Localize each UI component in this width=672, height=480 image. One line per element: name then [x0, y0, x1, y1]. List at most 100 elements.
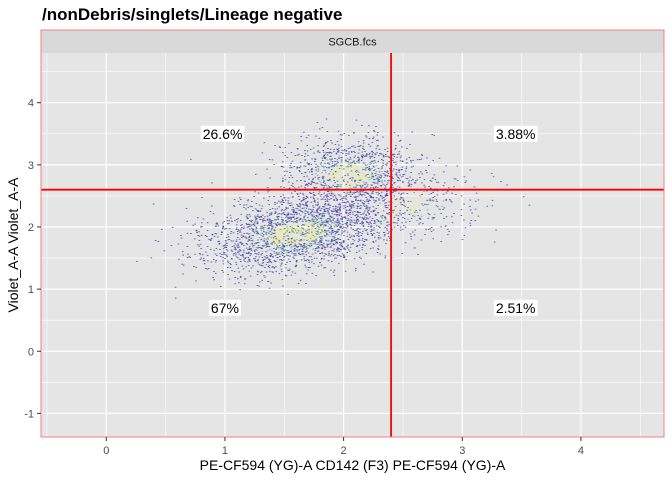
data-point: [275, 239, 278, 241]
data-point: [239, 277, 242, 278]
data-point: [400, 176, 403, 178]
data-point: [365, 197, 367, 198]
data-point: [360, 235, 363, 236]
data-point: [293, 166, 295, 167]
data-point: [219, 253, 221, 255]
data-point: [373, 199, 375, 201]
data-point: [306, 145, 308, 146]
data-point: [426, 209, 429, 211]
data-point: [329, 195, 332, 196]
data-point: [324, 232, 327, 233]
data-point: [318, 128, 321, 130]
data-point: [329, 255, 332, 257]
data-point: [237, 252, 239, 253]
data-point: [274, 240, 277, 242]
data-point: [341, 157, 344, 159]
data-point: [302, 249, 304, 250]
data-point: [395, 173, 398, 175]
data-point: [245, 208, 247, 210]
data-point: [394, 206, 397, 207]
data-point: [306, 223, 309, 225]
data-point: [333, 214, 336, 215]
data-point: [341, 149, 343, 151]
data-point: [366, 177, 368, 179]
data-point: [331, 212, 333, 214]
data-point: [298, 240, 300, 242]
data-point: [281, 249, 284, 251]
data-point: [335, 198, 338, 200]
data-point: [308, 228, 310, 230]
data-point: [360, 214, 362, 215]
data-point: [253, 232, 256, 234]
data-point: [321, 157, 324, 159]
data-point: [329, 215, 331, 216]
data-point: [225, 247, 228, 248]
data-point: [339, 164, 342, 166]
data-point: [247, 207, 249, 208]
data-point: [384, 171, 386, 172]
data-point: [418, 223, 420, 225]
data-point: [300, 235, 302, 236]
data-point: [308, 171, 311, 173]
data-point: [287, 212, 289, 214]
data-point: [350, 217, 353, 218]
data-point: [287, 233, 289, 234]
data-point: [225, 237, 228, 238]
data-point: [336, 212, 338, 213]
data-point: [222, 257, 224, 259]
data-point: [404, 170, 407, 172]
data-point: [315, 135, 317, 137]
data-point: [246, 217, 249, 218]
data-point: [429, 228, 431, 230]
data-point: [230, 258, 233, 259]
data-point: [243, 251, 245, 253]
data-point: [407, 200, 410, 202]
data-point: [265, 231, 268, 233]
data-point: [235, 227, 238, 229]
data-point: [373, 211, 375, 213]
data-point: [429, 200, 431, 202]
data-point: [270, 236, 272, 238]
data-point: [312, 196, 315, 198]
data-point: [275, 231, 277, 233]
data-point: [304, 172, 306, 174]
data-point: [339, 134, 342, 136]
data-point: [317, 218, 320, 220]
data-point: [406, 178, 409, 180]
data-point: [397, 225, 399, 226]
data-point: [294, 155, 297, 156]
data-point: [306, 204, 308, 206]
data-point: [259, 281, 261, 283]
data-point: [306, 247, 308, 249]
data-point: [300, 165, 302, 167]
data-point: [281, 161, 284, 163]
data-point: [304, 156, 306, 157]
data-point: [310, 238, 312, 240]
data-point: [339, 242, 341, 243]
data-point: [288, 177, 291, 178]
data-point: [378, 155, 380, 157]
data-point: [278, 241, 281, 243]
data-point: [268, 227, 270, 229]
data-point: [284, 243, 287, 244]
data-point: [346, 222, 348, 224]
data-point: [293, 215, 295, 217]
data-point: [357, 156, 360, 158]
data-point: [340, 242, 342, 244]
data-point: [246, 232, 248, 234]
data-point: [410, 238, 413, 240]
data-point: [321, 127, 324, 128]
data-point: [352, 172, 354, 174]
data-point: [274, 219, 276, 221]
data-point: [314, 201, 316, 203]
data-point: [347, 166, 350, 167]
data-point: [277, 242, 279, 244]
data-point: [337, 165, 340, 166]
data-point: [334, 186, 336, 187]
data-point: [247, 199, 250, 201]
data-point: [307, 240, 310, 242]
data-point: [299, 206, 302, 208]
data-point: [357, 203, 359, 205]
data-point: [301, 155, 303, 156]
data-point: [435, 181, 438, 183]
